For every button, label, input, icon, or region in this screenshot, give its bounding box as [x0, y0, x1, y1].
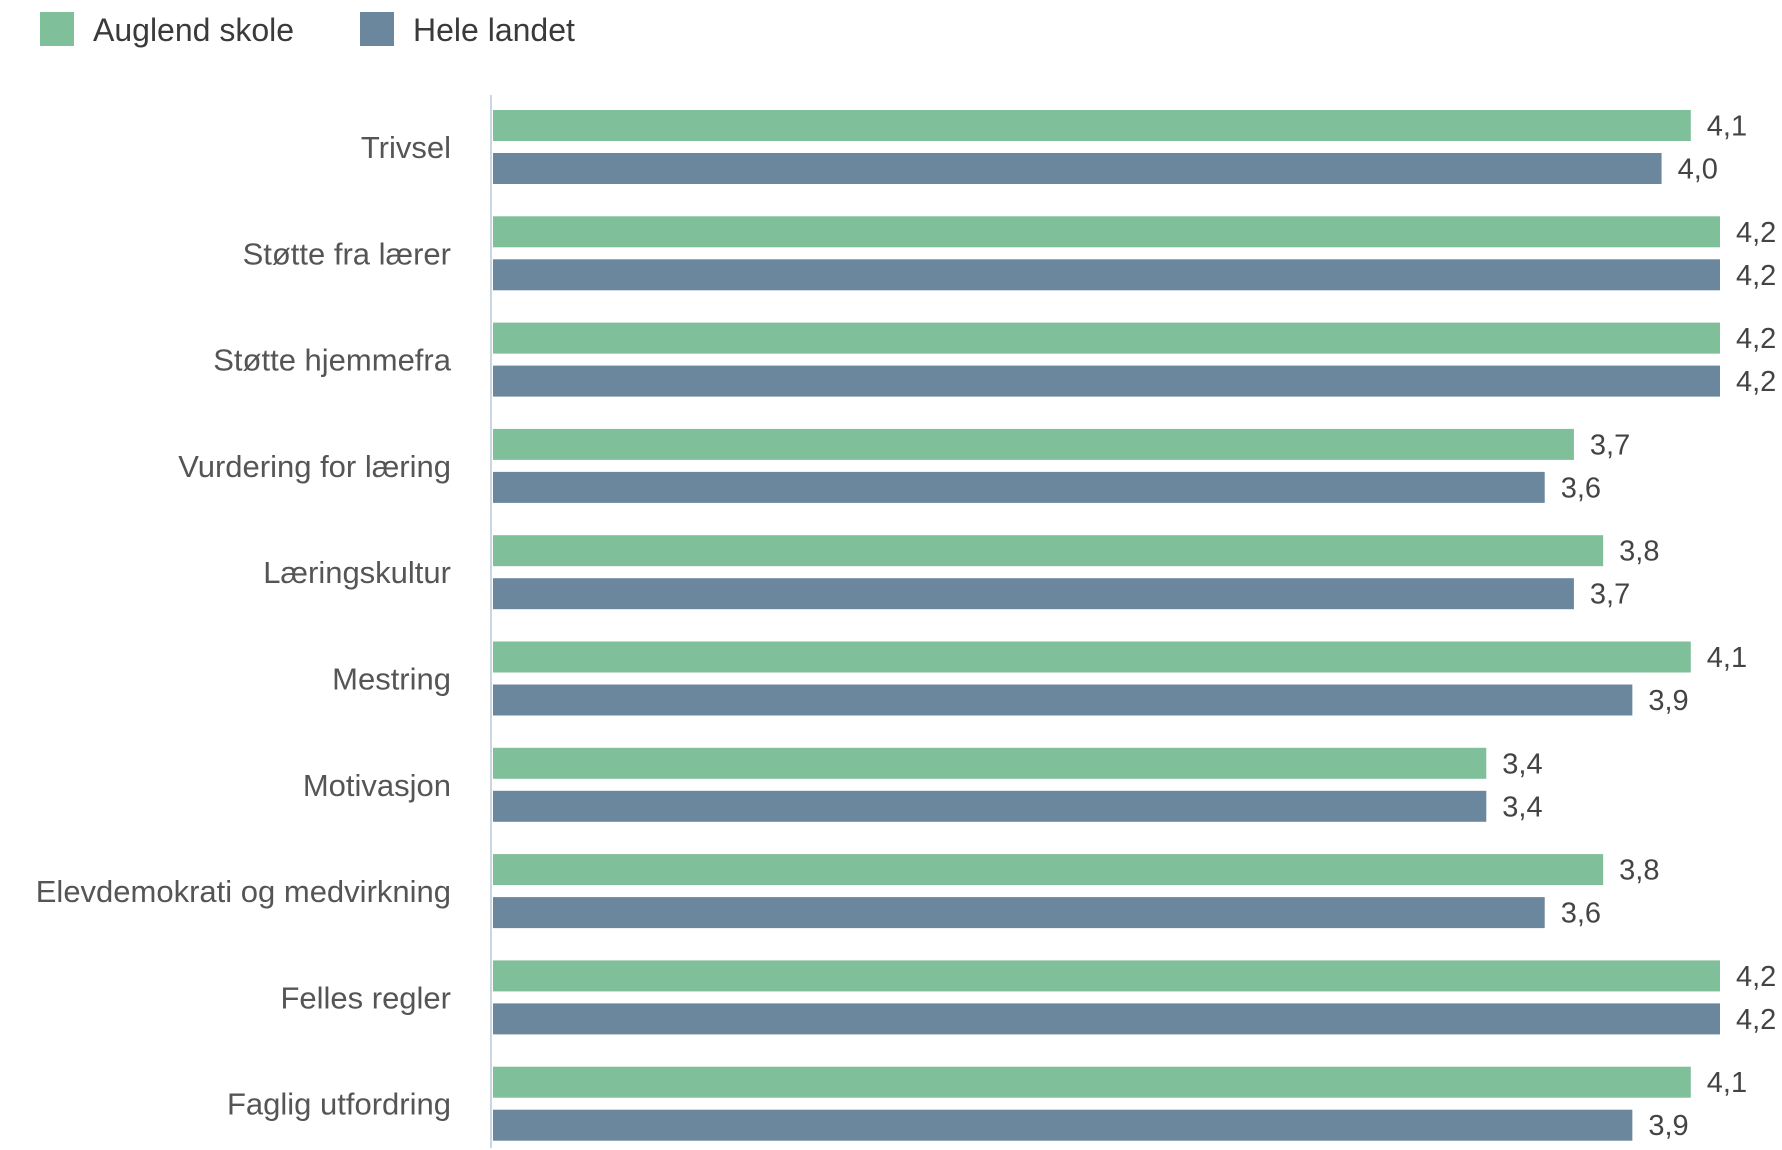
category-label-laeringskultur: Læringskultur: [263, 555, 451, 590]
category-label-stotte-fra-laerer: Støtte fra lærer: [243, 236, 451, 271]
value-label-hele-landet-stotte-hjemmefra: 4,2: [1736, 366, 1776, 398]
value-label-hele-landet-faglig-utfordring: 3,9: [1648, 1110, 1688, 1142]
category-label-felles-regler: Felles regler: [280, 980, 451, 1015]
value-label-auglend-skole-vurdering-for-laering: 3,7: [1590, 429, 1630, 461]
bar-hele-landet-felles-regler: [493, 1003, 1720, 1035]
legend-label-hele-landet: Hele landet: [413, 12, 575, 48]
legend-label-auglend-skole: Auglend skole: [93, 12, 294, 48]
bar-hele-landet-vurdering-for-laering: [493, 471, 1545, 503]
legend-swatch-auglend-skole: [40, 12, 74, 46]
legend: Auglend skole Hele landet: [40, 12, 575, 48]
bar-auglend-skole-vurdering-for-laering: [493, 428, 1574, 460]
bar-auglend-skole-stotte-hjemmefra: [493, 322, 1720, 354]
bar-hele-landet-trivsel: [493, 153, 1662, 184]
bar-auglend-skole-felles-regler: [493, 960, 1720, 992]
category-label-vurdering-for-laering: Vurdering for læring: [178, 449, 451, 484]
value-label-hele-landet-trivsel: 4,0: [1678, 154, 1718, 186]
bar-hele-landet-stotte-hjemmefra: [493, 365, 1720, 397]
category-label-mestring: Mestring: [332, 662, 451, 697]
value-label-auglend-skole-felles-regler: 4,2: [1736, 961, 1776, 993]
legend-swatch-hele-landet: [360, 12, 394, 46]
category-label-stotte-hjemmefra: Støtte hjemmefra: [213, 343, 451, 378]
category-label-motivasjon: Motivasjon: [303, 768, 451, 803]
category-label-trivsel: Trivsel: [361, 130, 451, 165]
bar-hele-landet-mestring: [493, 684, 1633, 716]
value-label-auglend-skole-faglig-utfordring: 4,1: [1707, 1067, 1747, 1099]
value-label-hele-landet-motivasjon: 3,4: [1502, 791, 1542, 823]
value-label-hele-landet-stotte-fra-laerer: 4,2: [1736, 260, 1776, 292]
category-label-faglig-utfordring: Faglig utfordring: [227, 1087, 451, 1122]
bar-hele-landet-laeringskultur: [493, 578, 1574, 610]
value-label-auglend-skole-elevdemokrati-og-medvirkning: 3,8: [1619, 855, 1659, 887]
bars: Trivsel 4,1 4,0 Støtte fra lærer 4,2 4,2 Støtt…: [36, 110, 1776, 1142]
value-label-auglend-skole-stotte-fra-laerer: 4,2: [1736, 217, 1776, 249]
value-label-hele-landet-laeringskultur: 3,7: [1590, 579, 1630, 611]
category-label-elevdemokrati-og-medvirkning: Elevdemokrati og medvirkning: [36, 874, 451, 909]
bar-hele-landet-faglig-utfordring: [493, 1109, 1633, 1141]
value-label-auglend-skole-mestring: 4,1: [1707, 642, 1747, 674]
bar-auglend-skole-laeringskultur: [493, 535, 1604, 567]
bar-hele-landet-motivasjon: [493, 790, 1487, 822]
value-label-auglend-skole-trivsel: 4,1: [1707, 111, 1747, 143]
bar-auglend-skole-stotte-fra-laerer: [493, 216, 1720, 248]
bar-auglend-skole-trivsel: [493, 110, 1691, 141]
bar-auglend-skole-elevdemokrati-og-medvirkning: [493, 854, 1604, 886]
value-label-auglend-skole-stotte-hjemmefra: 4,2: [1736, 323, 1776, 355]
bar-hele-landet-elevdemokrati-og-medvirkning: [493, 897, 1545, 929]
bar-auglend-skole-mestring: [493, 641, 1691, 673]
value-label-hele-landet-vurdering-for-laering: 3,6: [1561, 472, 1601, 504]
value-label-hele-landet-elevdemokrati-og-medvirkning: 3,6: [1561, 898, 1601, 930]
value-label-auglend-skole-laeringskultur: 3,8: [1619, 536, 1659, 568]
bar-auglend-skole-motivasjon: [493, 747, 1487, 779]
value-label-hele-landet-mestring: 3,9: [1648, 685, 1688, 717]
value-label-auglend-skole-motivasjon: 3,4: [1502, 748, 1542, 780]
bar-auglend-skole-faglig-utfordring: [493, 1066, 1691, 1098]
bar-hele-landet-stotte-fra-laerer: [493, 259, 1720, 291]
value-label-hele-landet-felles-regler: 4,2: [1736, 1004, 1776, 1036]
